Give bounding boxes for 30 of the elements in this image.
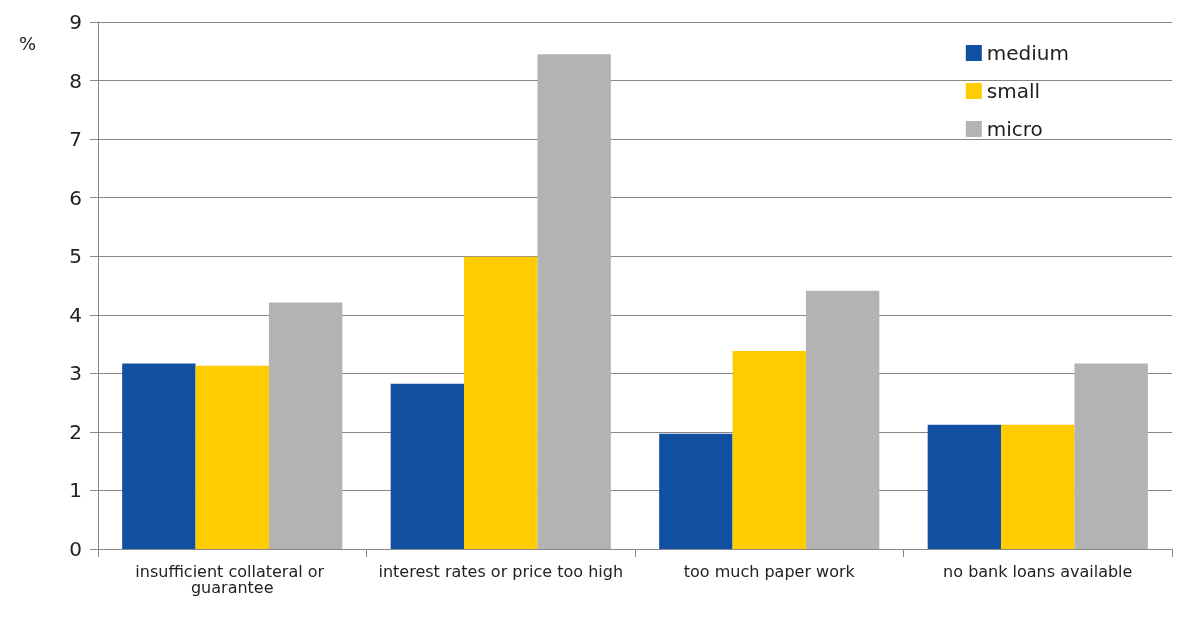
y-tick-label: 4 xyxy=(69,302,82,327)
y-tick-label: 5 xyxy=(69,244,82,269)
bar xyxy=(390,383,465,549)
y-tick-label: 8 xyxy=(69,68,82,93)
x-tick-label: no bank loans available xyxy=(943,561,1133,581)
bar xyxy=(537,54,611,549)
y-tick-label: 0 xyxy=(69,537,82,561)
x-tick-label: insufficient collateral or guarantee xyxy=(135,561,330,597)
y-tick-label: 9 xyxy=(69,10,82,34)
bar xyxy=(122,363,196,549)
legend-label: small xyxy=(986,79,1041,103)
y-tick-label: 7 xyxy=(69,127,82,152)
y-tick-label: 1 xyxy=(69,478,82,503)
bar xyxy=(927,424,1002,549)
y-axis-title: % xyxy=(18,32,36,54)
x-tick-label: too much paper work xyxy=(683,561,856,581)
bar xyxy=(805,290,880,549)
bar xyxy=(464,256,538,549)
bar xyxy=(1001,424,1075,549)
legend-label: medium xyxy=(986,41,1070,65)
y-tick-label: 2 xyxy=(69,419,82,444)
bar xyxy=(1074,363,1148,549)
legend-label: micro xyxy=(986,117,1043,141)
y-tick-label: 3 xyxy=(69,361,82,386)
x-tick-label: interest rates or price too high xyxy=(378,561,624,581)
bar xyxy=(268,302,343,549)
bar xyxy=(195,365,269,549)
y-tick-label: 6 xyxy=(69,185,82,210)
bar xyxy=(732,351,806,549)
bar xyxy=(659,433,733,549)
